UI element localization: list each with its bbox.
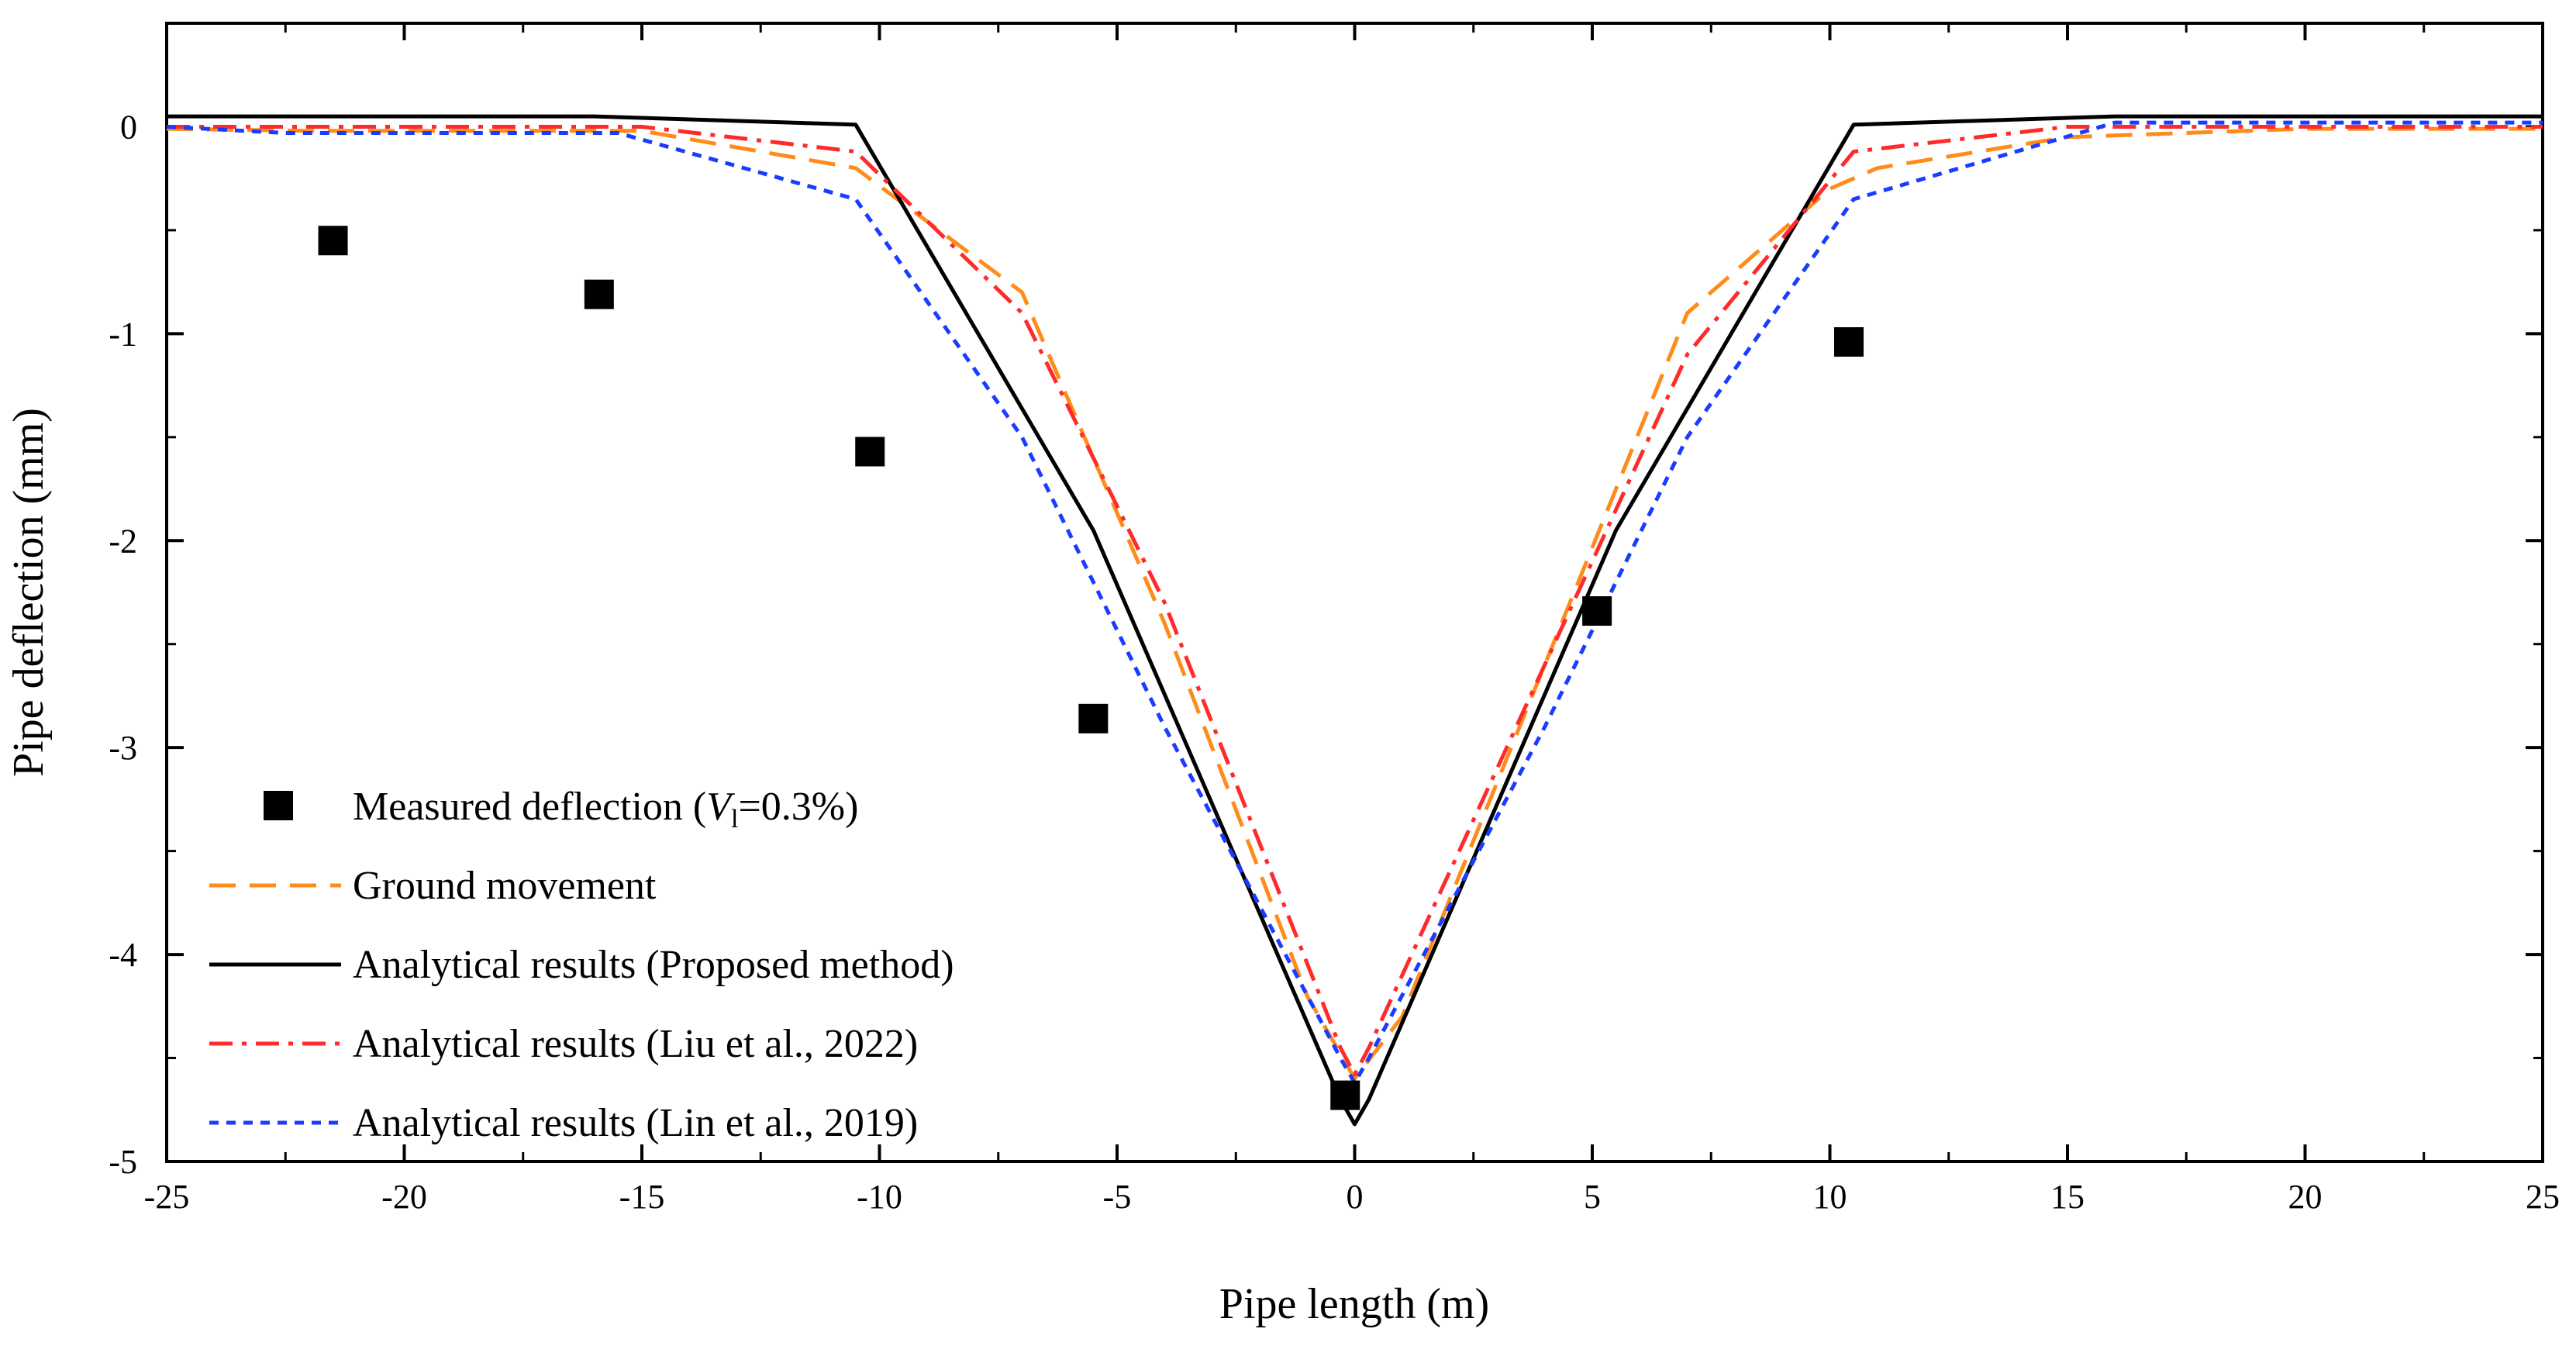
measured-point: [855, 437, 885, 467]
legend-swatch-square: [264, 791, 293, 820]
x-tick-label: 25: [2526, 1178, 2560, 1216]
y-tick-label: 0: [120, 108, 137, 146]
legend-item: Analytical results (Lin et al., 2019): [209, 1101, 918, 1145]
series-line-dotted: [166, 120, 2543, 1085]
series-line-solid: [167, 114, 2543, 1127]
x-tick-label: 10: [1813, 1178, 1847, 1216]
y-tick-label: -5: [109, 1143, 137, 1181]
x-tick-label: 0: [1347, 1178, 1364, 1216]
measured-point: [318, 226, 348, 256]
y-tick-label: -1: [109, 315, 137, 353]
x-tick-label: -20: [381, 1178, 427, 1216]
legend: Measured deflection (Vl=0.3%) Ground move…: [209, 785, 954, 1145]
legend-label: Analytical results (Liu et al., 2022): [353, 1022, 918, 1066]
measured-point: [1834, 327, 1864, 357]
x-tick-label: -10: [857, 1178, 902, 1216]
legend-label-subscript: l: [731, 805, 738, 833]
legend-item: Analytical results (Liu et al., 2022): [209, 1022, 918, 1066]
legend-item: Measured deflection (Vl=0.3%): [264, 785, 858, 833]
x-axis-title: Pipe length (m): [1219, 1280, 1489, 1328]
x-tick-label: 20: [2288, 1178, 2323, 1216]
x-tick-label: 15: [2050, 1178, 2085, 1216]
x-tick-label: -5: [1103, 1178, 1132, 1216]
legend-item: Ground movement: [209, 864, 657, 908]
plot-frame: [165, 22, 2544, 1163]
series-lines: [166, 114, 2543, 1127]
legend-label-suffix: =0.3%): [738, 785, 858, 829]
legend-label: Analytical results (Proposed method): [353, 943, 954, 987]
y-tick-label: -3: [109, 729, 137, 767]
y-tick-label: -2: [109, 522, 137, 560]
ticks: -25 -20 -15 -10 -5 0 5 10 15 20 25 0 -1 -2 -3 -4 -5: [109, 22, 2560, 1216]
measured-point: [1330, 1080, 1360, 1110]
x-tick-label: 5: [1584, 1178, 1601, 1216]
y-tick-label: -4: [109, 936, 137, 974]
x-tick-label: -25: [144, 1178, 190, 1216]
series-line-dashdot: [167, 125, 2543, 1077]
legend-label: Analytical results (Lin et al., 2019): [353, 1101, 918, 1145]
legend-label: Ground movement: [353, 864, 657, 908]
legend-item: Analytical results (Proposed method): [209, 943, 954, 987]
legend-label-italic: V: [706, 785, 735, 829]
markers: [318, 226, 1864, 1110]
x-tick-label: -15: [619, 1178, 665, 1216]
y-axis-title: Pipe deflection (mm): [5, 408, 53, 777]
series-line-dashed: [166, 126, 2543, 1081]
legend-label: Measured deflection (Vl=0.3%): [353, 785, 858, 833]
legend-label-prefix: Measured deflection (: [353, 785, 706, 829]
measured-point: [584, 279, 614, 309]
measured-point: [1078, 703, 1109, 733]
measured-point: [1582, 596, 1612, 626]
